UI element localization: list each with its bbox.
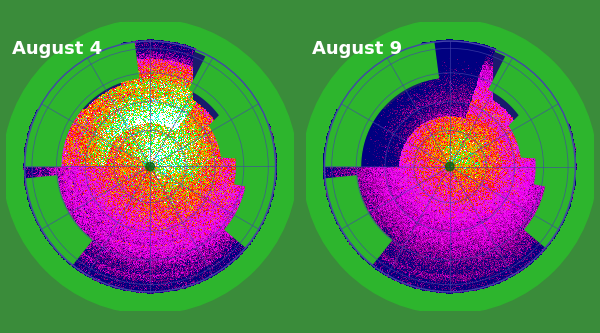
Circle shape (146, 162, 154, 171)
Circle shape (23, 40, 277, 293)
Circle shape (328, 44, 572, 289)
Text: August 4: August 4 (12, 40, 102, 58)
Polygon shape (225, 166, 275, 247)
Circle shape (3, 20, 297, 313)
Circle shape (303, 20, 597, 313)
Circle shape (446, 162, 454, 171)
Polygon shape (190, 55, 275, 191)
Polygon shape (25, 176, 92, 265)
Polygon shape (325, 176, 392, 265)
Polygon shape (489, 55, 575, 191)
Circle shape (28, 44, 272, 289)
Polygon shape (325, 42, 439, 166)
Circle shape (323, 40, 577, 293)
Polygon shape (525, 166, 575, 247)
Polygon shape (25, 42, 139, 166)
Text: August 9: August 9 (311, 40, 401, 58)
